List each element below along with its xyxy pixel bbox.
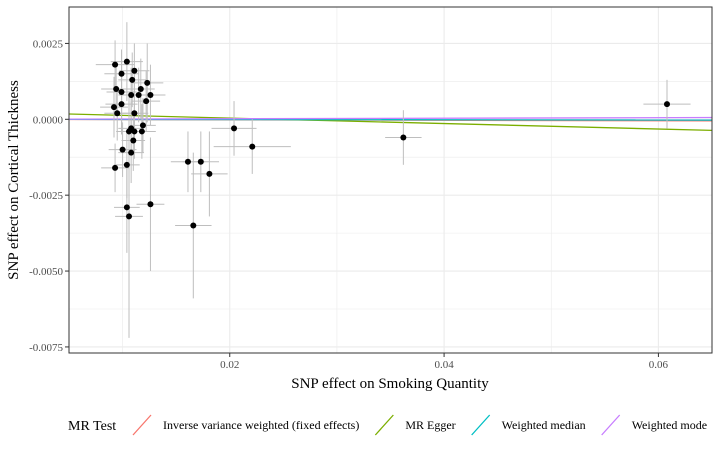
- data-point: [119, 146, 126, 153]
- data-point: [111, 104, 118, 111]
- data-point: [147, 201, 154, 208]
- regression-line-2: [68, 113, 713, 132]
- legend-title: MR Test: [68, 419, 116, 434]
- data-point: [400, 134, 407, 141]
- data-point: [135, 92, 142, 99]
- data-point: [123, 204, 130, 211]
- data-point: [206, 170, 213, 177]
- data-point: [128, 92, 135, 99]
- data-point: [114, 110, 121, 117]
- data-point: [184, 158, 191, 165]
- data-point: [663, 101, 670, 108]
- legend-label-4: Weighted mode: [632, 418, 707, 432]
- data-point: [143, 98, 150, 105]
- legend-label-1: Inverse variance weighted (fixed effects…: [163, 418, 359, 432]
- axes: 0.02 0.04 0.06 0.0025 0.0000 -0.0025 -0.0050 -0…: [29, 38, 668, 371]
- data-point: [144, 79, 151, 86]
- data-point: [249, 143, 256, 150]
- data-point: [131, 110, 138, 117]
- data-point: [197, 158, 204, 165]
- data-point: [112, 61, 119, 68]
- data-point: [128, 125, 135, 132]
- data-point: [118, 101, 125, 108]
- x-tick-label: 0.06: [649, 359, 669, 371]
- legend-key-2: [374, 414, 394, 436]
- data-point: [131, 67, 138, 74]
- data-point: [113, 85, 120, 92]
- regression-lines: [68, 113, 713, 132]
- legend-key-4: [601, 414, 621, 436]
- data-point: [129, 76, 136, 83]
- data-point: [128, 149, 135, 156]
- data-point: [231, 125, 238, 132]
- x-axis-title: SNP effect on Smoking Quantity: [291, 376, 489, 392]
- data-point: [118, 88, 125, 95]
- y-tick-label: -0.0025: [29, 190, 63, 202]
- data-point: [139, 122, 146, 129]
- data-point: [118, 70, 125, 77]
- data-point: [123, 161, 130, 168]
- data-point: [123, 58, 130, 65]
- legend-key-3: [471, 414, 491, 436]
- x-tick-label: 0.02: [220, 359, 239, 371]
- data-point: [138, 128, 145, 135]
- y-axis-title: SNP effect on Cortical Thickness: [6, 80, 22, 280]
- data-point: [147, 92, 154, 99]
- y-tick-label: 0.0000: [33, 114, 64, 126]
- legend-key-1: [132, 414, 152, 436]
- y-tick-label: 0.0025: [33, 38, 64, 50]
- regression-line-4: [68, 116, 713, 120]
- y-tick-label: -0.0050: [29, 266, 63, 278]
- legend-label-3: Weighted median: [502, 418, 586, 432]
- data-point: [112, 164, 119, 171]
- data-point: [190, 222, 197, 229]
- data-point: [126, 213, 133, 220]
- data-point: [130, 137, 137, 144]
- panel-border: [68, 6, 713, 354]
- legend-label-2: MR Egger: [405, 418, 455, 432]
- y-tick-label: -0.0075: [29, 342, 63, 354]
- data-points: [111, 58, 670, 229]
- x-tick-label: 0.04: [434, 359, 454, 371]
- legend: MR Test Inverse variance weighted (fixed…: [68, 414, 707, 436]
- data-point: [137, 85, 144, 92]
